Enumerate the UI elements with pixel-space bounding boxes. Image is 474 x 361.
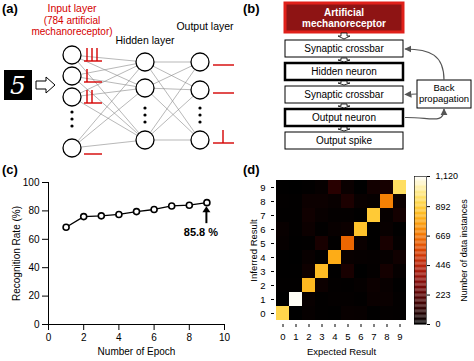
svg-text:Input layer: Input layer: [47, 2, 97, 14]
svg-text:6: 6: [358, 331, 363, 342]
svg-text:2: 2: [306, 331, 311, 342]
svg-text:2: 2: [260, 280, 265, 291]
svg-text:5: 5: [345, 331, 350, 342]
svg-text:Artificial: Artificial: [324, 7, 364, 18]
svg-text:Expected Result: Expected Result: [307, 346, 377, 357]
html-text:(d): (d): [243, 162, 260, 177]
svg-text:446: 446: [436, 260, 451, 270]
svg-text:Output neuron: Output neuron: [312, 112, 376, 123]
svg-text:8: 8: [187, 332, 193, 343]
html-text:(c): (c): [2, 162, 18, 177]
svg-text:20: 20: [28, 290, 40, 301]
svg-text:10: 10: [219, 332, 231, 343]
svg-text:(a): (a): [2, 1, 18, 16]
svg-text:Synaptic crossbar: Synaptic crossbar: [304, 43, 384, 54]
svg-text:4: 4: [332, 331, 337, 342]
svg-text:0: 0: [34, 319, 40, 330]
svg-text:6: 6: [151, 332, 157, 343]
svg-text:3: 3: [319, 331, 324, 342]
svg-text:85.8 %: 85.8 %: [184, 226, 218, 238]
svg-text:Recognition Rate (%): Recognition Rate (%): [11, 206, 22, 301]
svg-text:1: 1: [293, 331, 298, 342]
svg-text:mechanoreceptor: mechanoreceptor: [302, 18, 386, 29]
svg-text:5: 5: [10, 71, 26, 100]
svg-text:8: 8: [260, 196, 265, 207]
svg-text:Number of data instances: Number of data instances: [459, 199, 469, 302]
svg-text:40: 40: [28, 262, 40, 273]
svg-text:0: 0: [436, 319, 441, 329]
svg-text:(784 artificial: (784 artificial: [44, 15, 101, 26]
svg-text:100: 100: [23, 177, 40, 188]
svg-text:223: 223: [436, 290, 451, 300]
svg-text:propagation: propagation: [419, 93, 469, 104]
svg-text:Synaptic crossbar: Synaptic crossbar: [304, 89, 384, 100]
svg-text:0: 0: [260, 308, 265, 319]
svg-text:7: 7: [260, 210, 265, 221]
svg-text:1: 1: [260, 294, 265, 305]
svg-text:3: 3: [260, 266, 265, 277]
svg-text:0: 0: [46, 332, 52, 343]
svg-text:8: 8: [384, 331, 389, 342]
svg-text:669: 669: [436, 231, 451, 241]
svg-text:4: 4: [116, 332, 122, 343]
svg-text:9: 9: [397, 331, 402, 342]
svg-text:60: 60: [28, 234, 40, 245]
svg-text:mechanoreceptor): mechanoreceptor): [31, 26, 112, 37]
svg-text:Output layer: Output layer: [176, 20, 234, 32]
svg-text:Hidden layer: Hidden layer: [116, 34, 175, 46]
svg-text:6: 6: [260, 224, 265, 235]
svg-text:80: 80: [28, 205, 40, 216]
svg-text:2: 2: [81, 332, 87, 343]
svg-text:(b): (b): [243, 1, 260, 16]
svg-text:5: 5: [260, 238, 265, 249]
svg-text:Number of Epoch: Number of Epoch: [98, 346, 176, 357]
svg-text:892: 892: [436, 202, 451, 212]
svg-text:7: 7: [371, 331, 376, 342]
svg-text:Hidden neuron: Hidden neuron: [311, 66, 377, 77]
svg-text:Back: Back: [433, 82, 454, 93]
svg-text:9: 9: [260, 182, 265, 193]
svg-text:0: 0: [280, 331, 285, 342]
svg-text:4: 4: [260, 252, 265, 263]
svg-text:Inferred Result: Inferred Result: [248, 219, 259, 282]
svg-text:Output spike: Output spike: [316, 135, 373, 146]
svg-text:1,120: 1,120: [436, 171, 459, 181]
